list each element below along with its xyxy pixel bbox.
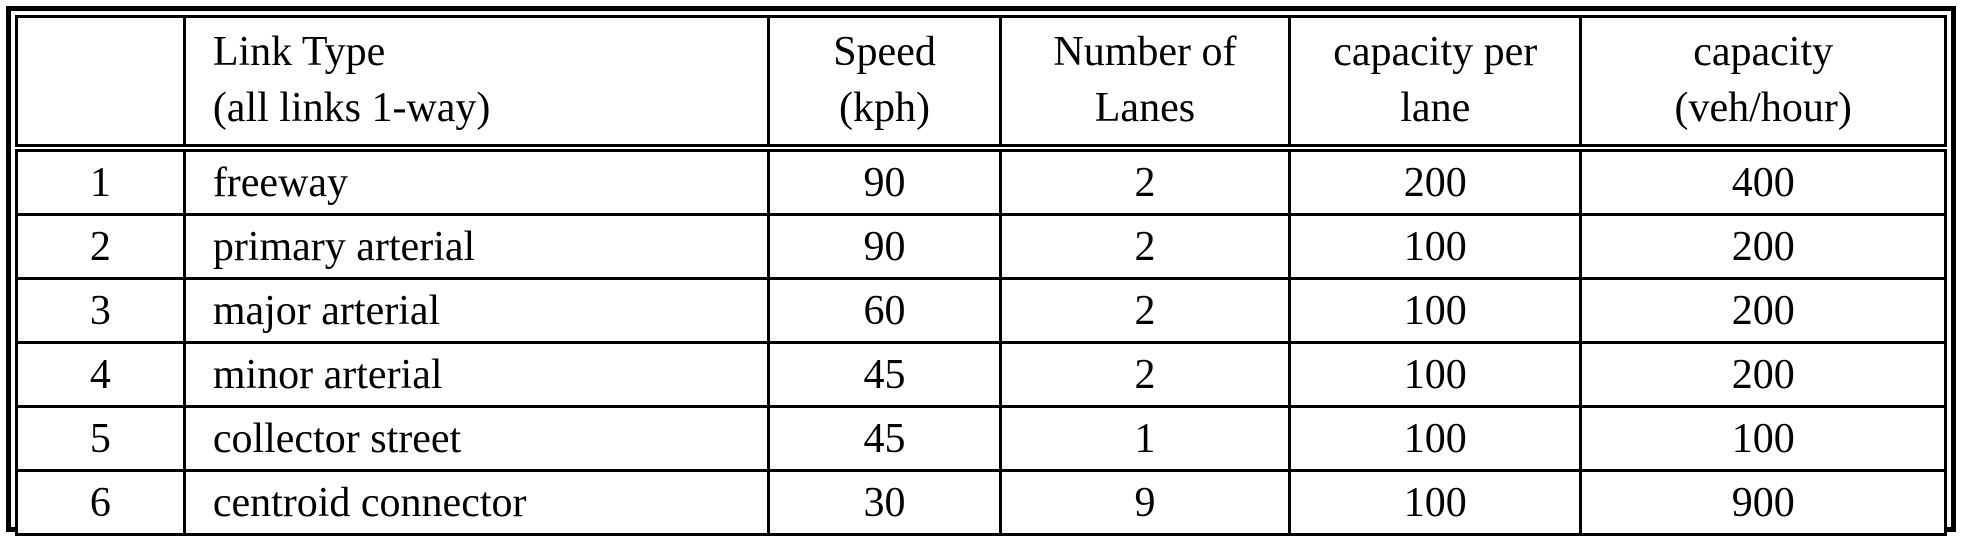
speed-cell: 45	[767, 341, 1002, 408]
link-type-cell: collector street	[182, 405, 771, 472]
header-cell-link-type: Link Type (all links 1-way)	[182, 15, 771, 152]
capacity-cell: 900	[1579, 469, 1947, 536]
link-type-cell: minor arterial	[182, 341, 771, 408]
header-label: Speed	[833, 29, 936, 76]
table-row: 2 primary arterial 90 2 100 200	[15, 213, 1947, 280]
capacity-cell: 100	[1579, 405, 1947, 472]
header-label: capacity per	[1333, 29, 1538, 76]
header-sublabel: (veh/hour)	[1674, 85, 1852, 131]
row-number-cell: 3	[15, 277, 186, 344]
table-row: 1 freeway 90 2 200 400	[15, 146, 1947, 216]
header-cell-capacity-per-lane: capacity per lane	[1288, 15, 1583, 152]
capacity-per-lane-cell: 100	[1288, 213, 1583, 280]
row-number-cell: 1	[15, 146, 186, 216]
speed-cell: 45	[767, 405, 1002, 472]
table-row: 3 major arterial 60 2 100 200	[15, 277, 1947, 344]
header-cell-speed: Speed (kph)	[767, 15, 1002, 152]
header-sublabel: (kph)	[839, 85, 931, 131]
header-cell-blank	[15, 15, 186, 152]
capacity-per-lane-cell: 100	[1288, 277, 1583, 344]
speed-cell: 90	[767, 146, 1002, 216]
table-row: 6 centroid connector 30 9 100 900	[15, 469, 1947, 536]
lanes-cell: 2	[998, 213, 1292, 280]
speed-cell: 60	[767, 277, 1002, 344]
capacity-per-lane-cell: 100	[1288, 469, 1583, 536]
capacity-per-lane-cell: 100	[1288, 405, 1583, 472]
table-row: 4 minor arterial 45 2 100 200	[15, 341, 1947, 408]
header-sublabel: Lanes	[1094, 85, 1196, 131]
header-sublabel: lane	[1400, 85, 1471, 131]
row-number-cell: 5	[15, 405, 186, 472]
table-row: 5 collector street 45 1 100 100	[15, 405, 1947, 472]
capacity-cell: 200	[1579, 213, 1947, 280]
lanes-cell: 2	[998, 341, 1292, 408]
link-type-table: Link Type (all links 1-way) Speed (kph) …	[15, 15, 1947, 536]
table-outer-border: Link Type (all links 1-way) Speed (kph) …	[6, 6, 1956, 536]
link-type-cell: centroid connector	[182, 469, 771, 536]
header-cell-capacity: capacity (veh/hour)	[1579, 15, 1947, 152]
lanes-cell: 9	[998, 469, 1292, 536]
capacity-cell: 200	[1579, 277, 1947, 344]
lanes-cell: 2	[998, 146, 1292, 216]
row-number-cell: 2	[15, 213, 186, 280]
speed-cell: 30	[767, 469, 1002, 536]
lanes-cell: 2	[998, 277, 1292, 344]
link-type-cell: major arterial	[182, 277, 771, 344]
capacity-cell: 200	[1579, 341, 1947, 408]
link-type-cell: freeway	[182, 146, 771, 216]
row-number-cell: 6	[15, 469, 186, 536]
row-number-cell: 4	[15, 341, 186, 408]
header-cell-lanes: Number of Lanes	[998, 15, 1292, 152]
link-type-cell: primary arterial	[182, 213, 771, 280]
header-row: Link Type (all links 1-way) Speed (kph) …	[15, 15, 1947, 152]
speed-cell: 90	[767, 213, 1002, 280]
header-sublabel: (all links 1-way)	[212, 85, 491, 131]
capacity-per-lane-cell: 200	[1288, 146, 1583, 216]
header-label: capacity	[1693, 29, 1834, 76]
capacity-cell: 400	[1579, 146, 1947, 216]
capacity-per-lane-cell: 100	[1288, 341, 1583, 408]
header-label: Link Type	[212, 29, 386, 76]
header-label: Number of	[1053, 29, 1237, 76]
lanes-cell: 1	[998, 405, 1292, 472]
